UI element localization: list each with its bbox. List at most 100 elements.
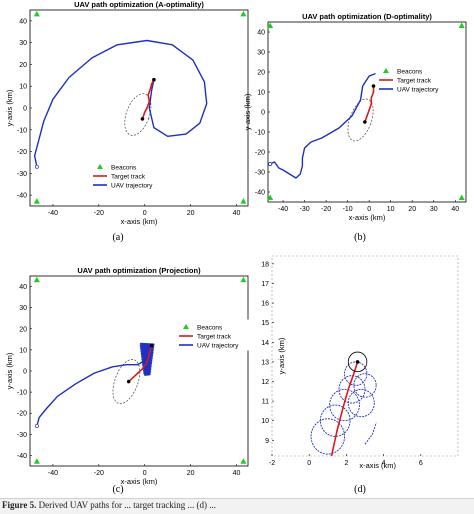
x-axis-label: x-axis (km)	[359, 461, 396, 470]
uav-dense-scribble	[139, 342, 155, 376]
x-tick-label: 0	[143, 210, 147, 217]
x-tick-label: -20	[94, 210, 104, 217]
x-axis-label: x-axis (km)	[349, 213, 386, 222]
y-tick-label: 0	[23, 369, 27, 376]
y-tick-label: 10	[257, 90, 265, 97]
target-track-point	[141, 368, 144, 370]
target-marker	[363, 120, 367, 124]
legend-entry-label: UAV trajectory	[397, 87, 439, 94]
uav-trajectory-line	[33, 39, 208, 167]
x-tick-label: 2	[344, 460, 348, 467]
y-tick-label: -10	[17, 390, 27, 397]
panel-b: UAV path optimization (D-optimality) -40 -…	[243, 12, 467, 243]
target-track-point	[370, 103, 373, 105]
plot-area	[310, 351, 377, 456]
y-tick-label: -30	[17, 171, 27, 178]
y-tick-label: -30	[17, 432, 27, 439]
caption-text: Derived UAV paths for ... target trackin…	[38, 500, 217, 510]
uncertainty-ellipse	[112, 359, 141, 405]
target-marker	[126, 379, 131, 384]
target-track-point	[132, 376, 135, 379]
legend-entry-label: UAV trajectory	[111, 183, 153, 190]
target-track-point	[372, 91, 375, 93]
target-track-point	[137, 372, 139, 374]
legend-entry-label: UAV trajectory	[197, 343, 239, 350]
panel-label: (b)	[354, 232, 366, 243]
x-tick-label: 30	[430, 206, 438, 213]
y-tick-label: 40	[19, 284, 27, 291]
legend-entry-label: Target track	[397, 78, 432, 85]
panel-a: UAV path optimization (A-optimality) -40 -…	[5, 0, 249, 243]
x-axis-label: x-axis (km)	[121, 217, 158, 226]
uncertainty-ellipse	[124, 93, 152, 136]
x-tick-label: -2	[269, 460, 275, 467]
y-tick-label: 14	[261, 340, 269, 347]
uav-loop	[329, 388, 360, 422]
chart-title: UAV path optimization (D-optimality)	[302, 12, 432, 21]
y-tick-label: 11	[262, 399, 269, 406]
x-tick-label: 20	[408, 206, 416, 213]
x-tick-label: 0	[307, 460, 311, 467]
legend-beacon-symbol	[97, 164, 103, 169]
x-tick-label: -20	[321, 206, 331, 213]
beacon-marker	[240, 198, 247, 204]
target-marker	[355, 360, 360, 364]
y-tick-label: 13	[261, 359, 269, 366]
beacon-marker	[458, 22, 465, 28]
uav-loop	[338, 375, 366, 404]
y-axis-label: y-axis (km)	[5, 352, 14, 389]
target-marker	[149, 343, 154, 348]
uav-loop	[344, 361, 368, 386]
target-track-point	[341, 408, 344, 410]
x-tick-label: -20	[94, 470, 104, 477]
y-tick-label: -40	[17, 453, 27, 460]
target-circle	[347, 351, 368, 373]
uav-start-marker	[268, 162, 273, 166]
uav-loop	[347, 388, 375, 418]
legend: Beacons Target track UAV trajectory	[89, 159, 175, 191]
y-tick-label: 15	[261, 320, 269, 327]
y-tick-label: -20	[17, 411, 27, 418]
beacon-marker	[240, 10, 247, 17]
figure-caption: Figure 5. Derived UAV paths for ... targ…	[0, 498, 474, 514]
x-tick-label: -30	[300, 206, 310, 213]
legend: Beacons Target track UAV trajectory	[375, 63, 461, 95]
y-tick-label: 0	[261, 110, 265, 117]
target-marker	[140, 117, 145, 121]
beacon-marker	[267, 194, 274, 200]
y-tick-label: 9	[265, 438, 269, 445]
panel-label: (a)	[112, 232, 123, 243]
y-tick-label: -20	[17, 149, 27, 156]
target-track-point	[330, 455, 333, 456]
plot-area	[33, 39, 208, 169]
y-tick-label: 20	[19, 326, 27, 333]
target-track-point	[366, 115, 368, 117]
y-tick-label: 16	[261, 301, 269, 308]
y-tick-label: 10	[261, 418, 269, 425]
plot-area	[34, 342, 155, 428]
x-tick-label: 0	[367, 206, 371, 213]
target-track-line	[330, 361, 359, 456]
x-tick-label: -40	[278, 206, 288, 213]
legend-entry-label: Target track	[197, 334, 232, 341]
target-track-point	[150, 83, 153, 85]
y-tick-label: 30	[19, 305, 27, 312]
uav-tail	[364, 422, 377, 445]
y-tick-label: 20	[257, 70, 265, 77]
legend: Beacons Target track UAV trajectory	[175, 319, 261, 351]
y-tick-label: 0	[23, 106, 27, 113]
beacon-marker	[33, 198, 40, 204]
x-tick-label: -10	[343, 206, 353, 213]
y-tick-label: 17	[261, 281, 269, 288]
x-tick-label: 40	[233, 210, 241, 217]
x-tick-label: 20	[187, 210, 195, 217]
beacon-marker	[33, 276, 40, 283]
legend-entry-label: Target track	[111, 174, 146, 181]
target-track-point	[143, 111, 146, 114]
y-tick-label: -20	[255, 150, 265, 157]
target-track-point	[347, 388, 350, 391]
beacon-marker	[33, 10, 40, 17]
x-tick-label: 10	[387, 206, 395, 213]
target-track-point	[336, 429, 338, 432]
